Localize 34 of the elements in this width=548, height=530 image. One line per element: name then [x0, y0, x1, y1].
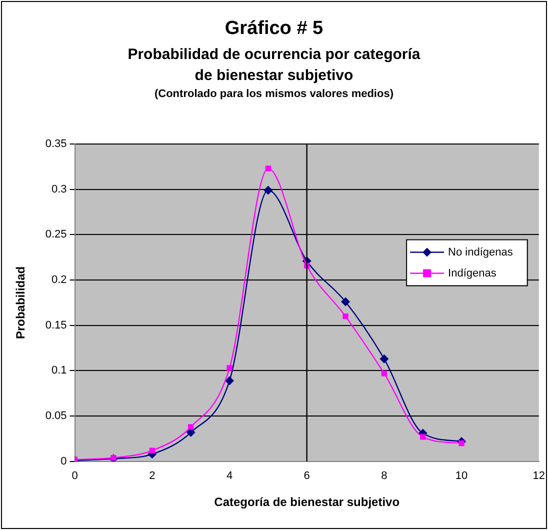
point — [342, 313, 348, 320]
legend-label: No indígenas — [448, 246, 514, 258]
y-tick-label: 0.35 — [45, 138, 67, 150]
point — [225, 376, 234, 386]
y-tick-label: 0.1 — [52, 364, 67, 377]
point — [149, 448, 155, 454]
text: (Controlado para los mismos valores medios) — [153, 88, 394, 100]
y-tick-label: 0.25 — [45, 228, 67, 241]
point — [188, 424, 194, 430]
point — [458, 440, 464, 446]
point — [265, 166, 271, 172]
point — [226, 365, 232, 371]
y-tick-label: 0.15 — [45, 319, 67, 332]
y-tick-label: 0.05 — [45, 410, 67, 422]
point — [341, 297, 350, 306]
chart-subtitle: Probabilidad de ocurrencia por categoría de bienestar subjetivo — [126, 45, 422, 86]
y-axis-title: Probabilidad — [14, 266, 28, 340]
point — [420, 434, 426, 440]
legend-label: Indígenas — [448, 267, 497, 280]
x-tick-label: 2 — [149, 470, 156, 482]
x-tick-label: 0 — [72, 470, 78, 482]
y-tick-label: 0 — [60, 455, 67, 468]
y-tick-label: 0.3 — [52, 183, 67, 196]
x-tick-label: 10 — [455, 470, 468, 482]
x-axis-title: Categoría de bienestar subjetivo — [214, 495, 400, 510]
x-tick-label: 12 — [532, 470, 546, 482]
point — [380, 354, 389, 364]
x-tick-label: 8 — [381, 470, 388, 482]
y-tick-label: 0.2 — [52, 274, 67, 286]
point — [381, 370, 388, 376]
point — [264, 186, 273, 195]
x-tick-label: 4 — [226, 470, 233, 482]
x-tick-label: 6 — [304, 470, 310, 482]
chart-title: Gráfico # 5 — [224, 18, 324, 40]
